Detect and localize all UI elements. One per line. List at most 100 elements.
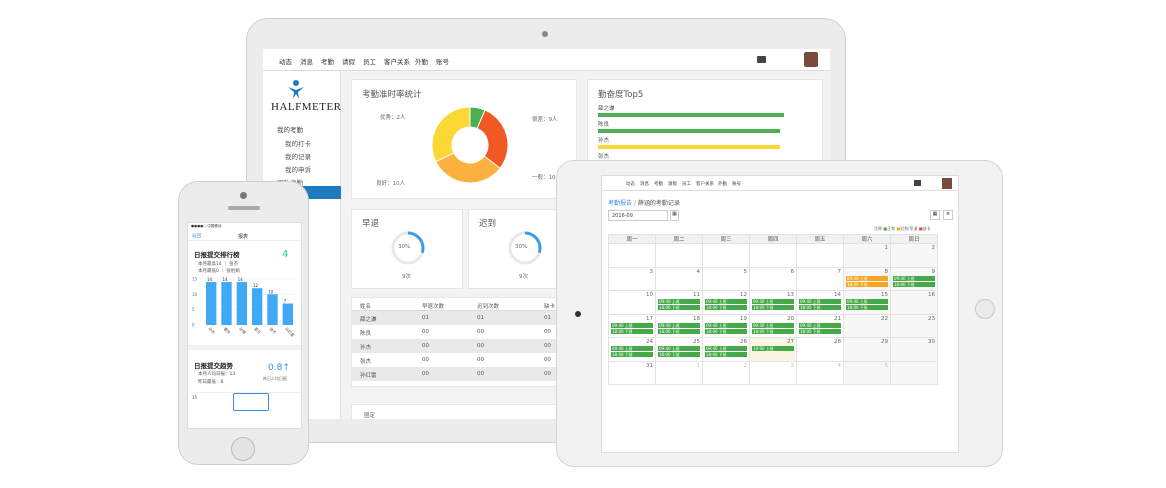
list-view-icon[interactable]: ≡ <box>943 210 953 220</box>
nav-item[interactable]: 动态 <box>626 182 635 187</box>
event-checkin[interactable]: 09:40 上班 <box>705 299 747 304</box>
event-checkout[interactable]: 18:00 下班 <box>611 328 653 334</box>
avatar[interactable] <box>942 178 952 189</box>
event-checkin[interactable]: 09:40 上班 <box>705 322 747 328</box>
calendar-day[interactable] <box>796 243 844 268</box>
event-checkout[interactable]: 18:00 下班 <box>705 328 747 334</box>
nav-item[interactable]: 员工 <box>363 58 376 66</box>
nav-item[interactable]: 账号 <box>436 58 449 66</box>
nav-item[interactable]: 请假 <box>668 182 677 187</box>
avatar[interactable] <box>804 52 818 67</box>
nav-item[interactable]: 考勤 <box>654 182 663 187</box>
nav-item[interactable]: 消息 <box>640 182 649 187</box>
calendar-day[interactable] <box>655 243 703 268</box>
calendar-day[interactable]: 1 <box>843 243 891 268</box>
calendar-day[interactable]: 4 <box>796 360 844 385</box>
message-icon[interactable] <box>914 180 921 186</box>
event-checkout[interactable]: 18:00 下班 <box>846 305 888 310</box>
month-picker[interactable]: 2016-09 <box>608 210 668 221</box>
calendar-day[interactable]: 2 <box>890 243 938 268</box>
event-checkout[interactable]: 18:00 下班 <box>705 352 747 357</box>
calendar-day[interactable]: 8 09:40 上班 18:00 下班 <box>843 266 891 291</box>
trend-selector[interactable] <box>233 393 269 411</box>
event-checkin[interactable]: 09:40 上班 <box>752 299 794 304</box>
calendar-day[interactable]: 29 <box>843 337 891 362</box>
calendar-day[interactable]: 20 09:40 上班 18:00 下班 <box>749 313 797 338</box>
calendar-day[interactable]: 11 09:40 上班 18:00 下班 <box>655 290 703 315</box>
calendar-day[interactable]: 23 <box>890 313 938 338</box>
calendar-day[interactable]: 3 <box>608 266 656 291</box>
nav-item[interactable]: 请假 <box>342 58 355 66</box>
home-button[interactable] <box>231 437 255 461</box>
nav-item[interactable]: 外勤 <box>415 58 428 66</box>
event-checkout[interactable]: 18:00 下班 <box>658 328 700 334</box>
nav-item[interactable]: 动态 <box>279 58 292 66</box>
event-checkin[interactable]: 09:40 上班 <box>611 346 653 351</box>
calendar-day[interactable]: 2 <box>702 360 750 385</box>
calendar-day[interactable]: 19 09:40 上班 18:00 下班 <box>702 313 750 338</box>
event-checkout[interactable]: 18:00 下班 <box>799 328 841 334</box>
sidebar-item[interactable]: 我的申诉 <box>285 166 311 174</box>
event-checkin[interactable]: 09:40 上班 <box>658 299 700 304</box>
calendar-day[interactable]: 22 <box>843 313 891 338</box>
sidebar-item[interactable]: 我的打卡 <box>285 140 311 148</box>
back-button[interactable]: 返回 <box>192 234 201 239</box>
calendar-day[interactable]: 31 <box>608 360 656 385</box>
calendar-day[interactable]: 9 09:40 上班 18:00 下班 <box>890 266 938 291</box>
event-checkout[interactable]: 18:00 下班 <box>799 305 841 310</box>
nav-item[interactable]: 消息 <box>300 58 313 66</box>
calendar-day[interactable]: 10 <box>608 290 656 315</box>
sidebar-item[interactable]: 我的记录 <box>285 153 311 161</box>
event-checkin[interactable]: 09:40 上班 <box>799 322 841 328</box>
grid-view-icon[interactable]: ▦ <box>930 210 940 220</box>
nav-item[interactable]: 考勤 <box>321 58 334 66</box>
calendar-day[interactable]: 5 <box>702 266 750 291</box>
event-checkin[interactable]: 09:40 上班 <box>658 322 700 328</box>
calendar-day[interactable] <box>749 243 797 268</box>
calendar-day[interactable]: 30 <box>890 337 938 362</box>
event-checkout[interactable]: 18:00 下班 <box>893 281 935 287</box>
event-checkout[interactable]: 18:00 下班 <box>752 328 794 334</box>
event-checkout[interactable]: 18:00 下班 <box>752 305 794 310</box>
calendar-day[interactable]: 1 <box>655 360 703 385</box>
calendar-day[interactable] <box>608 243 656 268</box>
calendar-day[interactable] <box>702 243 750 268</box>
sidebar-item[interactable]: 我的考勤 <box>277 126 303 134</box>
event-checkin[interactable]: 09:40 上班 <box>611 322 653 328</box>
nav-item[interactable]: 员工 <box>682 182 691 187</box>
event-late[interactable]: 10:00 上班 <box>752 346 794 351</box>
nav-item[interactable]: 客户关系 <box>384 58 410 66</box>
calendar-day[interactable]: 25 09:40 上班 18:00 下班 <box>655 337 703 362</box>
nav-item[interactable]: 外勤 <box>718 182 727 187</box>
home-button[interactable] <box>975 299 995 319</box>
event-checkin[interactable]: 09:40 上班 <box>705 346 747 351</box>
event-checkin[interactable]: 09:40 上班 <box>658 346 700 351</box>
breadcrumb-link[interactable]: 考勤报告 <box>608 200 633 207</box>
event-checkout[interactable]: 18:00 下班 <box>611 352 653 357</box>
event-checkin[interactable]: 09:40 上班 <box>752 322 794 328</box>
event-checkout[interactable]: 18:00 下班 <box>658 352 700 357</box>
calendar-day[interactable]: 28 <box>796 337 844 362</box>
calendar-day[interactable]: 18 09:40 上班 18:00 下班 <box>655 313 703 338</box>
event-checkin[interactable]: 09:40 上班 <box>846 275 888 281</box>
calendar-day[interactable]: 17 09:40 上班 18:00 下班 <box>608 313 656 338</box>
calendar-day[interactable]: 16 <box>890 290 938 315</box>
calendar-day[interactable]: 15 09:40 上班 18:00 下班 <box>843 290 891 315</box>
calendar-day[interactable]: 26 09:40 上班 18:00 下班 <box>702 337 750 362</box>
event-checkout[interactable]: 18:00 下班 <box>705 305 747 310</box>
calendar-day[interactable]: 6 <box>749 266 797 291</box>
event-checkout[interactable]: 18:00 下班 <box>658 305 700 310</box>
event-checkin[interactable]: 09:40 上班 <box>893 275 935 281</box>
calendar-day[interactable]: 5 <box>843 360 891 385</box>
event-checkin[interactable]: 09:40 上班 <box>846 299 888 304</box>
calendar-day[interactable]: 4 <box>655 266 703 291</box>
nav-item[interactable]: 账号 <box>732 182 741 187</box>
message-icon[interactable] <box>757 56 766 63</box>
calendar-day[interactable]: 27 10:00 上班 <box>749 337 797 362</box>
calendar-day[interactable]: 7 <box>796 266 844 291</box>
calendar-day[interactable]: 13 09:40 上班 18:00 下班 <box>749 290 797 315</box>
calendar-day[interactable]: 24 09:40 上班 18:00 下班 <box>608 337 656 362</box>
calendar-day[interactable]: 12 09:40 上班 18:00 下班 <box>702 290 750 315</box>
calendar-icon[interactable]: ▦ <box>670 210 679 221</box>
calendar-day[interactable]: 21 09:40 上班 18:00 下班 <box>796 313 844 338</box>
